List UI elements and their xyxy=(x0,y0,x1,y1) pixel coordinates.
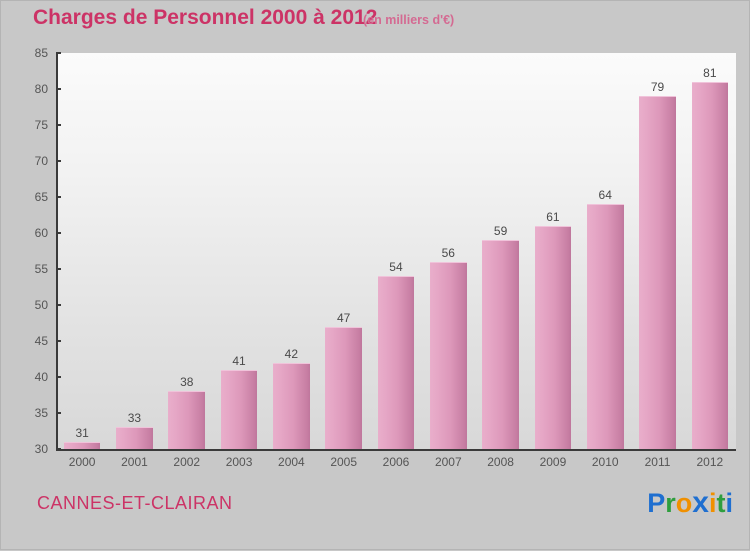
bar-2001[interactable]: 33 xyxy=(116,411,153,449)
y-axis-tick-mark xyxy=(56,268,61,270)
logo-letter-i2: i xyxy=(725,488,733,518)
bar-value-label: 59 xyxy=(493,224,508,239)
logo-letter-x: x xyxy=(692,486,709,519)
bar-2005[interactable]: 47 xyxy=(325,311,362,449)
bar-2004[interactable]: 42 xyxy=(273,347,310,449)
bar-2000[interactable]: 31 xyxy=(63,426,101,449)
x-axis-tick-label: 2006 xyxy=(382,455,410,469)
y-axis-tick-label: 55 xyxy=(34,262,48,276)
logo-letter-p: P xyxy=(647,488,666,518)
bar-value-label: 79 xyxy=(650,80,665,95)
logo-letter-r: r xyxy=(665,488,676,518)
x-axis-tick-label: 2002 xyxy=(173,455,201,469)
x-axis-tick-label: 2010 xyxy=(591,455,619,469)
bar-2003[interactable]: 41 xyxy=(220,354,258,449)
chart-footer: CANNES-ET-CLAIRAN Proxiti xyxy=(1,477,750,551)
bar-2012[interactable]: 81 xyxy=(691,66,729,449)
y-axis-tick-label: 65 xyxy=(34,190,48,204)
x-axis: 2000 2001 2002 2003 2004 2005 2006 2007 2008 2009… xyxy=(56,453,736,475)
y-axis-tick-mark xyxy=(56,196,61,198)
y-axis-tick-mark xyxy=(56,124,61,126)
x-axis-tick-label: 2012 xyxy=(696,455,724,469)
bar-value-label: 47 xyxy=(336,310,351,325)
bar-value-label: 42 xyxy=(284,346,299,361)
bars-layer: 31 33 38 41 42 47 54 56 59 61 64 79 81 xyxy=(56,53,736,449)
bar-2006[interactable]: 54 xyxy=(377,260,415,449)
x-axis-tick-label: 2008 xyxy=(487,455,514,469)
bar-value-label: 64 xyxy=(598,188,612,203)
logo-letter-t: t xyxy=(716,488,726,518)
y-axis-tick-label: 45 xyxy=(34,334,48,348)
y-axis-tick-mark xyxy=(56,304,61,306)
bar-2010[interactable]: 64 xyxy=(586,188,624,449)
y-axis-tick-mark xyxy=(56,232,61,234)
y-axis-tick-label: 80 xyxy=(34,82,48,96)
y-axis-tick-label: 35 xyxy=(34,406,48,420)
logo-letter-o: o xyxy=(675,488,693,518)
bar-2008[interactable]: 59 xyxy=(482,224,519,449)
y-axis-tick-label: 75 xyxy=(34,118,48,132)
x-axis-tick-label: 2009 xyxy=(539,455,567,469)
bar-value-label: 81 xyxy=(703,65,717,80)
bar-value-label: 54 xyxy=(389,260,403,275)
proxiti-logo[interactable]: Proxiti xyxy=(647,487,733,519)
y-axis-tick-mark xyxy=(56,376,61,378)
x-axis-tick-label: 2005 xyxy=(330,455,358,469)
bar-value-label: 31 xyxy=(75,425,89,440)
bar-value-label: 56 xyxy=(441,245,455,260)
logo-letter-i1: i xyxy=(708,488,717,518)
bar-2011[interactable]: 79 xyxy=(639,80,676,449)
y-axis-tick-label: 40 xyxy=(34,370,48,384)
x-axis-tick-label: 2011 xyxy=(644,455,671,469)
y-axis-tick-mark xyxy=(56,448,61,450)
y-axis-tick-label: 70 xyxy=(34,154,48,168)
y-axis-tick-label: 85 xyxy=(34,46,48,60)
bar-2007[interactable]: 56 xyxy=(430,246,467,449)
x-axis-tick-label: 2000 xyxy=(68,455,96,469)
x-axis-tick-label: 2007 xyxy=(434,455,462,469)
y-axis-tick-label: 60 xyxy=(34,226,48,240)
y-axis-tick-mark xyxy=(56,412,61,414)
y-axis-tick-label: 50 xyxy=(34,298,48,312)
y-axis-tick-mark xyxy=(56,160,61,162)
page-title: Charges de Personnel 2000 à 2012 xyxy=(33,6,378,29)
x-axis-tick-label: 2004 xyxy=(278,455,305,469)
bar-2002[interactable]: 38 xyxy=(168,375,206,449)
place-name: CANNES-ET-CLAIRAN xyxy=(37,493,233,513)
chart-header: Charges de Personnel 2000 à 2012 (en mil… xyxy=(1,1,750,41)
y-axis-tick-mark xyxy=(56,52,61,54)
bar-value-label: 41 xyxy=(232,353,246,368)
bar-value-label: 33 xyxy=(127,411,142,426)
x-axis-tick-label: 2001 xyxy=(121,455,148,469)
x-axis-tick-label: 2003 xyxy=(225,455,253,469)
bar-2009[interactable]: 61 xyxy=(534,210,572,449)
bar-value-label: 61 xyxy=(546,209,560,224)
y-axis: 30 35 40 45 50 55 60 65 70 75 80 85 xyxy=(1,46,61,456)
y-axis-tick-label: 30 xyxy=(34,442,48,456)
y-axis-tick-mark xyxy=(56,88,61,90)
bar-value-label: 38 xyxy=(180,375,194,390)
chart-subtitle: (en milliers d'€) xyxy=(363,13,455,27)
y-axis-tick-mark xyxy=(56,340,61,342)
